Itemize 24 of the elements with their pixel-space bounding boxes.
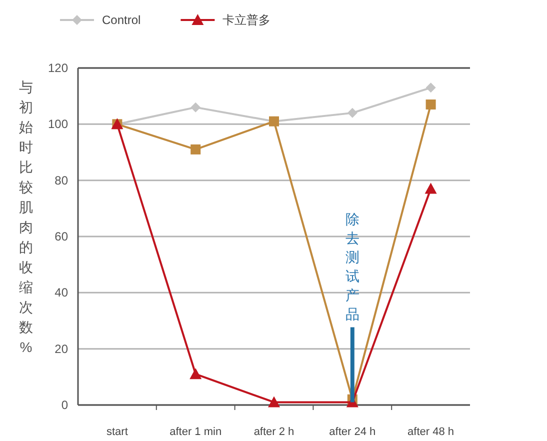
point (347, 108, 358, 118)
y-tick-label: 60 (54, 230, 68, 244)
point (268, 396, 280, 408)
legend-label: Control (102, 13, 141, 27)
legend-label: 卡立普多 (222, 13, 271, 27)
x-tick-label: after 2 h (254, 426, 294, 438)
x-tick-label: after 24 h (329, 426, 376, 438)
x-tick-label: after 48 h (408, 426, 454, 438)
y-tick-label: 80 (54, 173, 68, 188)
point (424, 182, 437, 194)
text: 与初始时比较肌肉的收缩次数% (19, 79, 33, 355)
y-tick-label: 0 (61, 398, 68, 412)
point (426, 82, 436, 93)
y-tick-label: 120 (48, 61, 68, 75)
y-tick-label: 40 (54, 286, 68, 300)
point (190, 368, 202, 380)
x-tick-label: start (106, 426, 128, 438)
x-tick-label: after 1 min (170, 426, 222, 438)
point (190, 102, 201, 112)
point (190, 144, 201, 154)
y-tick-label: 100 (48, 117, 68, 132)
point (426, 100, 436, 110)
annotation: 除去测试产品 (345, 211, 360, 322)
y-tick-label: 20 (54, 342, 68, 356)
